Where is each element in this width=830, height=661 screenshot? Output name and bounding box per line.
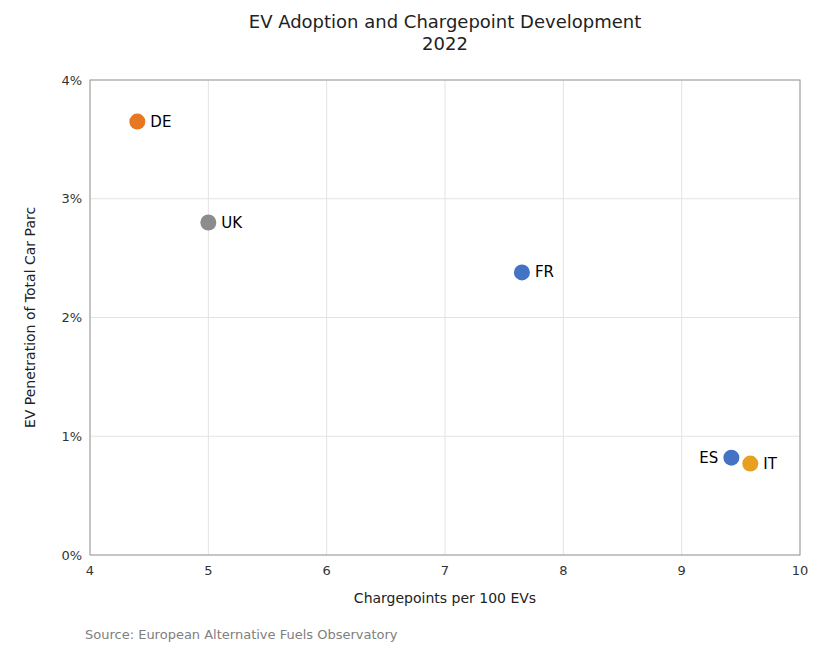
grid [90,80,800,555]
point-label: FR [535,263,554,281]
title-line: 2022 [422,33,468,54]
x-tick-label: 6 [323,563,331,578]
x-tick-label: 9 [678,563,686,578]
y-axis-label: EV Penetration of Total Car Parc [22,207,38,428]
point-labels: DE UK FR ES IT [150,113,777,473]
title: EV Adoption and Chargepoint Development2… [249,11,641,54]
point-label: UK [221,214,243,232]
source-note: Source: European Alternative Fuels Obser… [85,627,398,642]
x-tick-label: 5 [204,563,212,578]
point [514,264,530,280]
x-tick-label: 7 [441,563,449,578]
x-tick-label: 10 [792,563,809,578]
points [129,114,758,472]
point [129,114,145,130]
point [200,215,216,231]
y-grid-line [90,436,800,437]
point-label: DE [150,113,171,131]
x-tick-label: 4 [86,563,94,578]
point [723,450,739,466]
point-label: IT [763,455,777,473]
x-tick-label: 8 [559,563,567,578]
y-tick-label: 3% [61,191,82,206]
y-grid-line [90,317,800,318]
chart: EV Adoption and Chargepoint Development2… [0,0,830,661]
x-axis-label: Chargepoints per 100 EVs [354,590,536,606]
y-tick-label: 1% [61,429,82,444]
point [742,456,758,472]
point-label: ES [699,449,718,467]
y-grid-line [90,198,800,199]
y-tick-label: 2% [61,310,82,325]
plot-frame [90,80,800,555]
y-tick-label: 4% [61,73,82,88]
title-line: EV Adoption and Chargepoint Development [249,11,641,32]
y-tick-label: 0% [61,548,82,563]
